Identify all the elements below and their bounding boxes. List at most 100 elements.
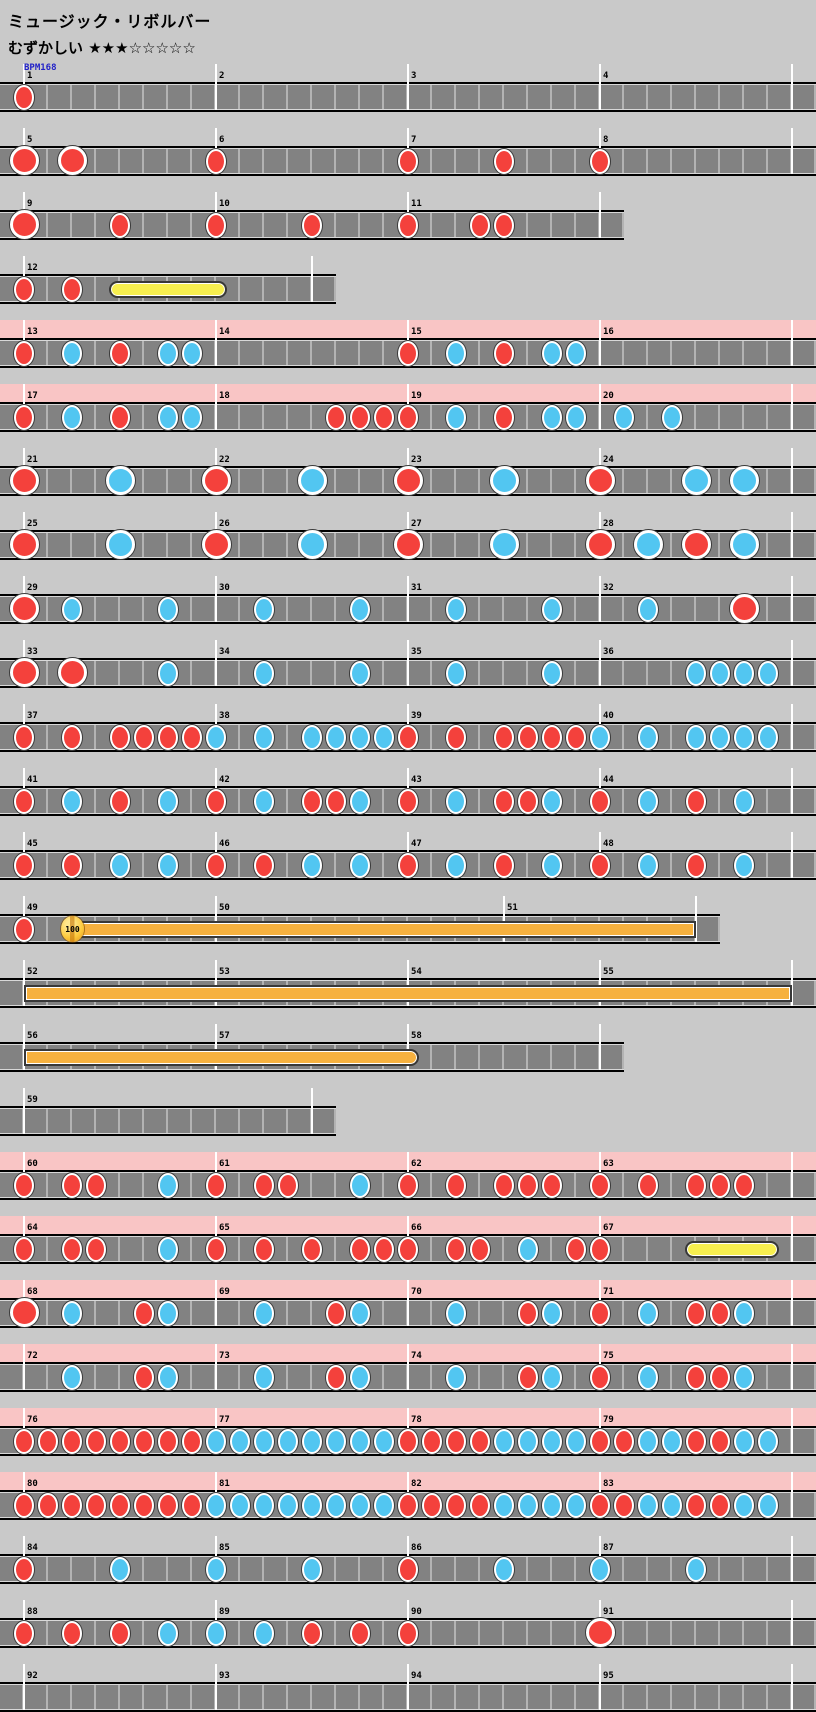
don-note [158,725,178,750]
don-note [14,405,34,430]
don-note [470,1237,490,1262]
kat-note [254,597,274,622]
kat-note [254,1429,274,1454]
kat-note [254,1365,274,1390]
don-note [14,1557,34,1582]
don-note [110,213,130,238]
don-note [398,789,418,814]
lane-cell-grid [0,1109,336,1133]
kat-note [542,1429,562,1454]
measure-number: 7 [411,135,417,145]
don-note [110,405,130,430]
measure-line [599,384,601,430]
measure-number: 5 [27,135,33,145]
measure-number: 11 [411,199,422,209]
kat-note [62,597,82,622]
measure-number: 35 [411,647,422,657]
measure-number: 43 [411,775,422,785]
kat-note [374,1493,394,1518]
kat-note [734,853,754,878]
kat-note [446,661,466,686]
measure-number: 33 [27,647,38,657]
big-don-note [394,530,423,559]
measure-number: 12 [27,263,38,273]
kat-note [158,1237,178,1262]
don-note [686,1301,706,1326]
measure-line [23,1088,25,1134]
measure-number: 57 [219,1031,230,1041]
don-note [14,789,34,814]
measure-number: 80 [27,1479,38,1489]
don-note [470,213,490,238]
measure-number: 52 [27,967,38,977]
don-note [254,1237,274,1262]
measure-line [791,960,793,1006]
don-note [62,853,82,878]
measure-line [791,384,793,430]
kat-note [446,597,466,622]
don-note [518,725,538,750]
kat-note [542,1365,562,1390]
don-note [278,1173,298,1198]
big-don-note [10,210,39,239]
don-note [302,213,322,238]
measure-number: 6 [219,135,225,145]
kat-note [302,853,322,878]
measure-number: 4 [603,71,609,81]
measure-line [599,960,601,1006]
don-note [590,149,610,174]
measure-number: 76 [27,1415,38,1425]
big-don-note [58,146,87,175]
big-don-note [586,1618,615,1647]
measure-number: 59 [27,1095,38,1105]
big-don-note [58,658,87,687]
don-note [446,1429,466,1454]
measure-line [407,1280,409,1326]
don-note [62,277,82,302]
kat-note [710,661,730,686]
don-note [446,1237,466,1262]
don-note [86,1237,106,1262]
don-note [398,1429,418,1454]
measure-line [23,1024,25,1070]
don-note [398,725,418,750]
kat-note [638,725,658,750]
kat-note [158,1173,178,1198]
measure-number: 86 [411,1543,422,1553]
measure-number: 41 [27,775,38,785]
kat-note [494,1493,514,1518]
don-note [446,1493,466,1518]
kat-note [374,1429,394,1454]
big-kat-note [106,530,135,559]
don-note [590,1493,610,1518]
measure-number: 1 [27,71,33,81]
big-don-note [202,466,231,495]
kat-note [638,1429,658,1454]
measure-number: 34 [219,647,230,657]
don-note [518,1365,538,1390]
kat-note [446,853,466,878]
don-note [14,1237,34,1262]
measure-number: 82 [411,1479,422,1489]
kat-note [518,1429,538,1454]
don-note [134,1301,154,1326]
measure-line [23,1664,25,1710]
measure-number: 85 [219,1543,230,1553]
measure-number: 88 [27,1607,38,1617]
kat-note [62,405,82,430]
measure-line [791,1216,793,1262]
don-note [326,1365,346,1390]
don-note [14,277,34,302]
kat-note [326,1493,346,1518]
don-note [14,1173,34,1198]
measure-line [791,1600,793,1646]
kat-note [62,341,82,366]
don-note [542,725,562,750]
kat-note [638,1301,658,1326]
kat-note [302,1493,322,1518]
measure-number: 45 [27,839,38,849]
don-note [422,1493,442,1518]
kat-note [566,1493,586,1518]
measure-line [791,640,793,686]
don-note [494,725,514,750]
